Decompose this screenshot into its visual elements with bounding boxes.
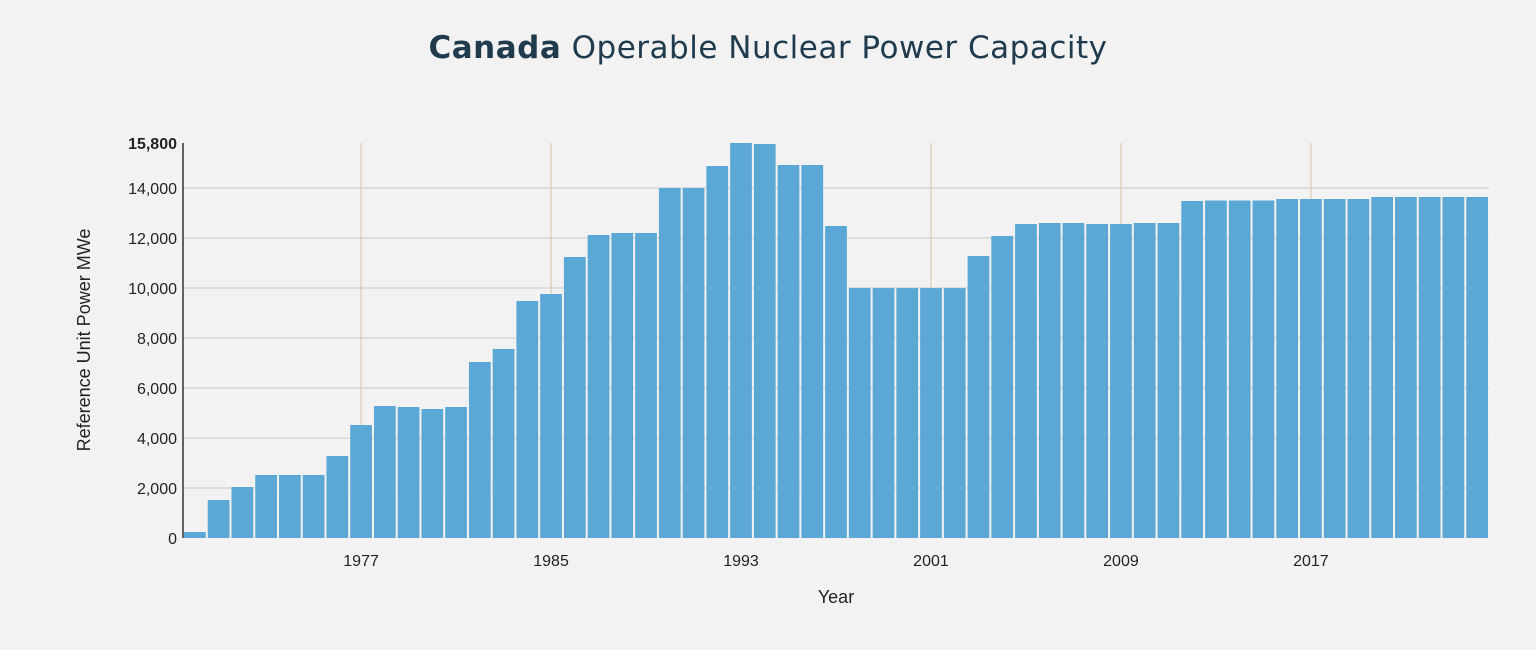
bar-2017 <box>1300 199 1322 538</box>
x-tick-label: 1985 <box>533 553 569 570</box>
bar-1988 <box>611 233 634 538</box>
bar-1970 <box>184 532 206 538</box>
bar-1994 <box>753 144 776 538</box>
bar-2000 <box>896 288 919 538</box>
x-tick-label: 1977 <box>343 553 379 570</box>
y-tick-label: 12,000 <box>128 231 177 248</box>
axes: 0 2,000 4,000 6,000 8,000 10,000 12,000 14,000 1… <box>128 136 1329 570</box>
bar-2004 <box>991 236 1014 538</box>
bar-2019 <box>1347 199 1370 538</box>
bar-1996 <box>801 165 824 538</box>
bar-1986 <box>563 257 586 538</box>
bar-1990 <box>658 188 681 538</box>
bar-1981 <box>445 407 467 538</box>
bars <box>184 143 1488 538</box>
x-axis-label: Year <box>818 587 854 607</box>
y-tick-label: 0 <box>168 531 177 548</box>
bar-2012 <box>1181 201 1204 538</box>
bar-1971 <box>207 500 230 538</box>
chart-title-country: Canada <box>428 30 562 66</box>
y-axis-label: Reference Unit Power MWe <box>74 229 94 452</box>
bar-1982 <box>468 362 491 538</box>
bar-2011 <box>1157 223 1180 538</box>
x-tick-label: 2009 <box>1103 553 1139 570</box>
bar-1973 <box>255 475 277 538</box>
bar-2010 <box>1133 223 1156 538</box>
bar-2003 <box>967 256 990 538</box>
y-tick-label: 8,000 <box>137 331 177 348</box>
bar-2024 <box>1466 197 1488 538</box>
bar-2006 <box>1038 223 1061 538</box>
bar-2015 <box>1252 200 1275 538</box>
bar-1975 <box>302 475 325 538</box>
bar-1979 <box>397 407 420 538</box>
bar-1985 <box>540 294 562 538</box>
x-tick-label: 2001 <box>913 553 949 570</box>
bar-2022 <box>1418 197 1441 538</box>
y-tick-label: 2,000 <box>137 481 177 498</box>
y-tick-label: 14,000 <box>128 181 177 198</box>
bar-1976 <box>326 456 349 538</box>
bar-2007 <box>1062 223 1085 538</box>
bar-1995 <box>777 165 800 538</box>
bar-1984 <box>516 301 539 538</box>
bar-2013 <box>1205 200 1227 538</box>
bar-2001 <box>920 288 942 538</box>
bar-1980 <box>421 409 444 538</box>
bar-1989 <box>635 233 657 538</box>
bar-2023 <box>1442 197 1465 538</box>
bar-2009 <box>1110 224 1132 538</box>
bar-2016 <box>1276 199 1299 538</box>
bar-2020 <box>1371 197 1394 538</box>
bar-2005 <box>1015 224 1037 538</box>
bar-1993 <box>730 143 752 538</box>
bar-2002 <box>943 288 966 538</box>
bar-2021 <box>1395 197 1417 538</box>
bar-2008 <box>1086 224 1109 538</box>
bar-1972 <box>231 487 254 538</box>
y-tick-label: 6,000 <box>137 381 177 398</box>
bar-1998 <box>848 288 871 538</box>
bar-1997 <box>825 226 847 538</box>
bar-1974 <box>278 475 301 538</box>
x-tick-label: 2017 <box>1293 553 1329 570</box>
bar-1992 <box>706 166 729 538</box>
bar-1991 <box>682 188 705 538</box>
chart-title: Canada Operable Nuclear Power Capacity <box>0 30 1536 66</box>
y-tick-label: 15,800 <box>128 136 177 153</box>
y-tick-label: 10,000 <box>128 281 177 298</box>
bar-2014 <box>1228 200 1251 538</box>
y-tick-label: 4,000 <box>137 431 177 448</box>
x-tick-label: 1993 <box>723 553 759 570</box>
bar-1978 <box>373 406 396 538</box>
chart-title-text: Operable Nuclear Power Capacity <box>571 30 1108 66</box>
bar-1999 <box>872 288 895 538</box>
bar-1983 <box>492 349 515 538</box>
bar-1977 <box>350 425 372 538</box>
bar-2018 <box>1323 199 1346 538</box>
bar-1987 <box>587 235 610 538</box>
